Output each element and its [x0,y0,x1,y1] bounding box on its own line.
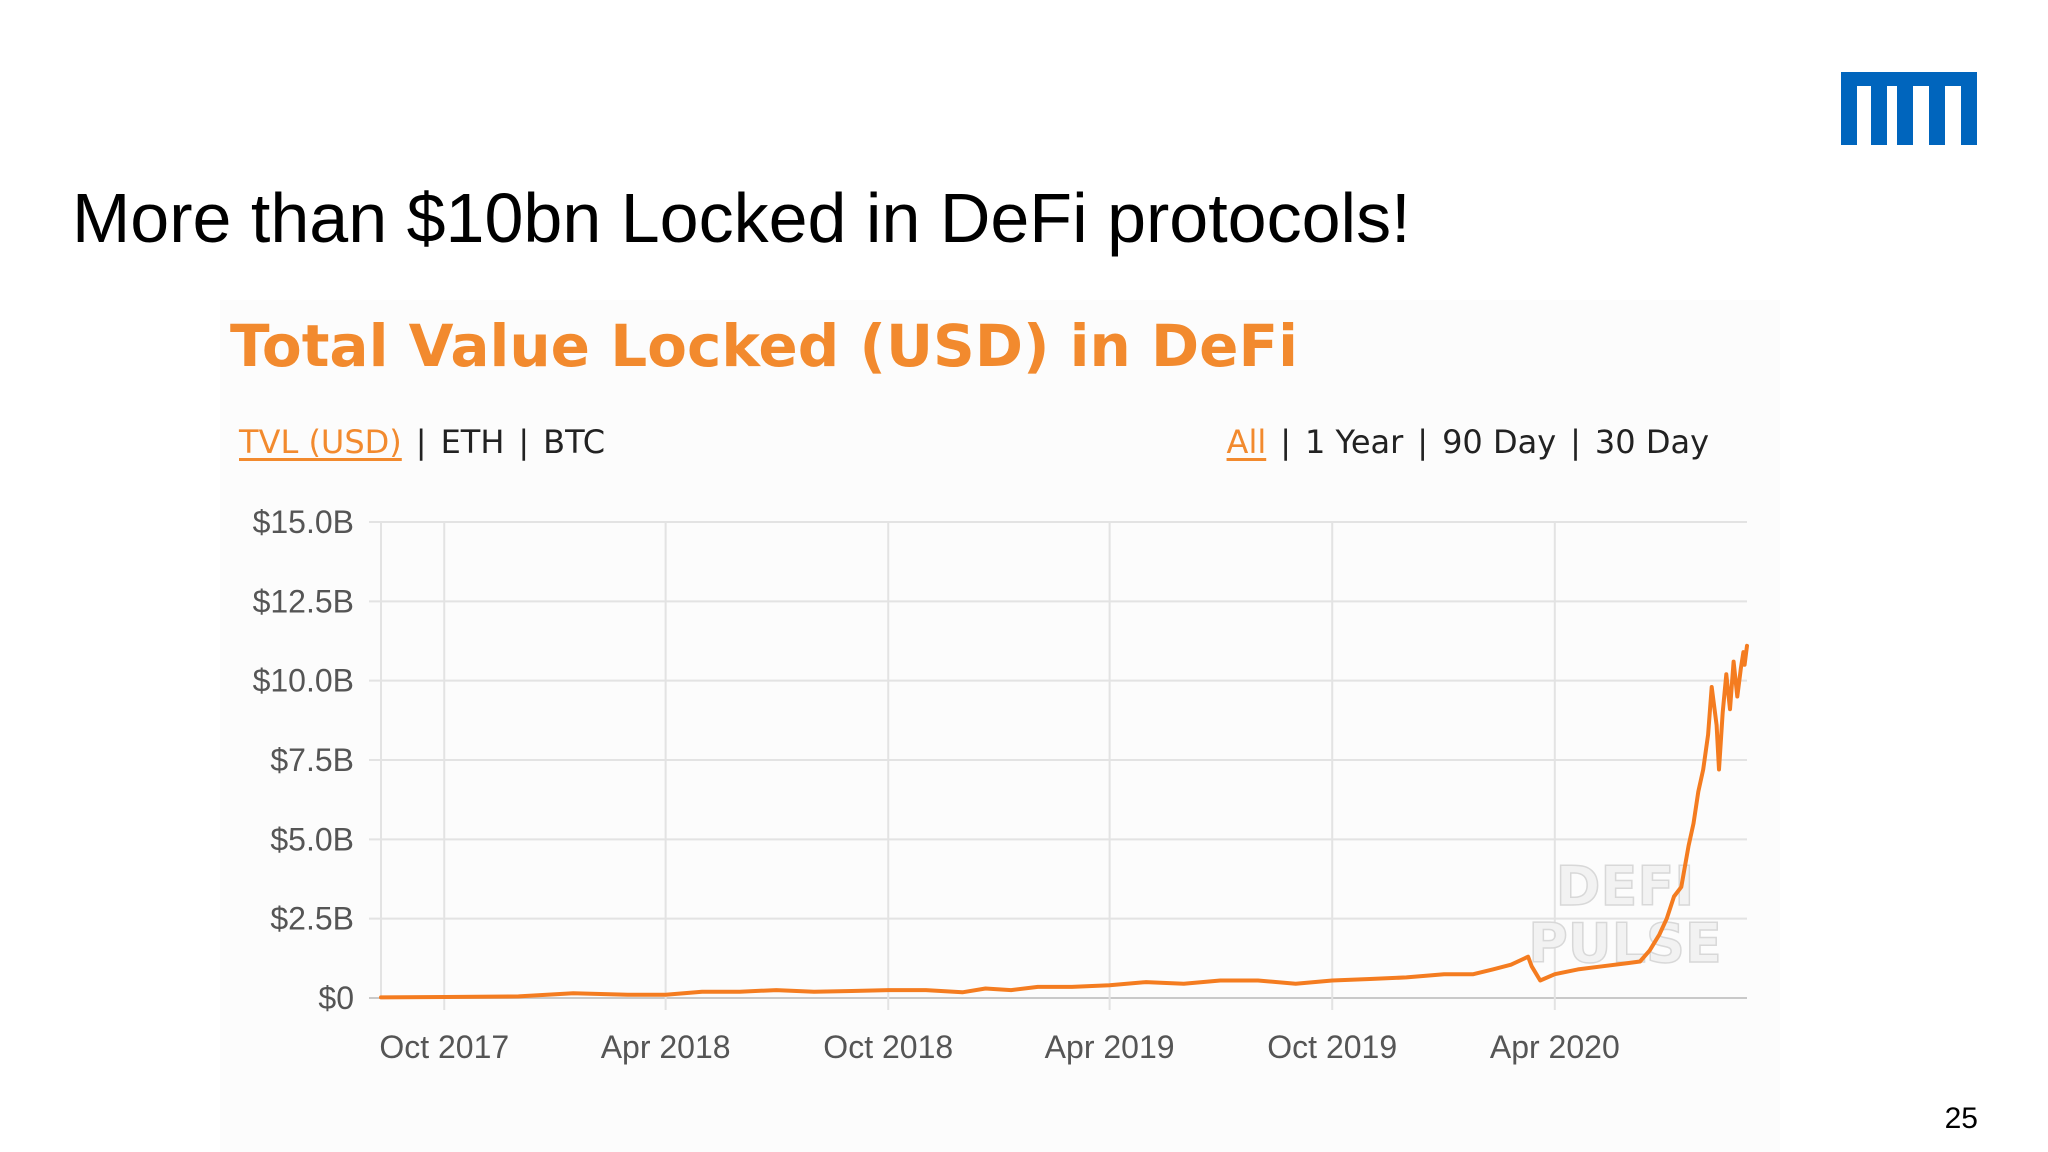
y-tick-label: $7.5B [270,742,354,778]
range-option-90-day[interactable]: 90 Day [1442,423,1557,461]
unit-option-eth[interactable]: ETH [440,423,505,461]
y-tick-label: $0 [318,980,354,1016]
x-tick-label: Apr 2019 [1045,1029,1175,1065]
unit-separator: | [415,423,427,461]
chart-axes: $0 $2.5B $5.0B $7.5B $10.0B $12.5B $15.0B Oct 2… [253,504,1620,1065]
y-tick-label: $15.0B [253,504,354,540]
unit-separator: | [518,423,530,461]
x-tick-label: Apr 2018 [601,1029,731,1065]
y-tick-label: $5.0B [270,821,354,857]
x-tick-label: Oct 2019 [1267,1029,1397,1065]
unit-option-btc[interactable]: BTC [543,423,606,461]
y-tick-label: $2.5B [270,901,354,937]
tum-logo [1841,72,1977,145]
y-tick-label: $12.5B [253,583,354,619]
range-separator: | [1417,423,1429,461]
watermark-line-2: PULSE [1528,912,1722,975]
range-option-30-day[interactable]: 30 Day [1594,423,1709,461]
chart-series [379,643,1749,1000]
x-tick-label: Oct 2018 [823,1029,953,1065]
y-tick-label: $10.0B [253,663,354,699]
chart-grid [369,521,1747,1010]
defi-pulse-watermark: DEFI PULSE [1527,854,1722,976]
unit-option-tvl-usd[interactable]: TVL (USD) [239,423,402,461]
range-option-1-year[interactable]: 1 Year [1305,423,1404,461]
range-option-all[interactable]: All [1226,423,1267,461]
range-toggle: All | 1 Year | 90 Day | 30 Day [1227,423,1709,461]
range-separator: | [1570,423,1581,461]
chart-card [220,300,1780,1152]
x-tick-label: Apr 2020 [1490,1029,1620,1065]
slide-title: More than $10bn Locked in DeFi protocols… [72,179,1411,257]
x-tick-label: Oct 2017 [379,1029,509,1065]
page-number: 25 [1944,1102,1978,1135]
range-separator: | [1280,423,1291,461]
tvl-series-line [379,643,1749,1000]
watermark-line-1: DEFI [1556,855,1695,918]
units-toggle: TVL (USD) | ETH | BTC [239,423,605,461]
chart-title: Total Value Locked (USD) in DeFi [230,312,1299,380]
tum-logo-mark [1841,72,1977,145]
